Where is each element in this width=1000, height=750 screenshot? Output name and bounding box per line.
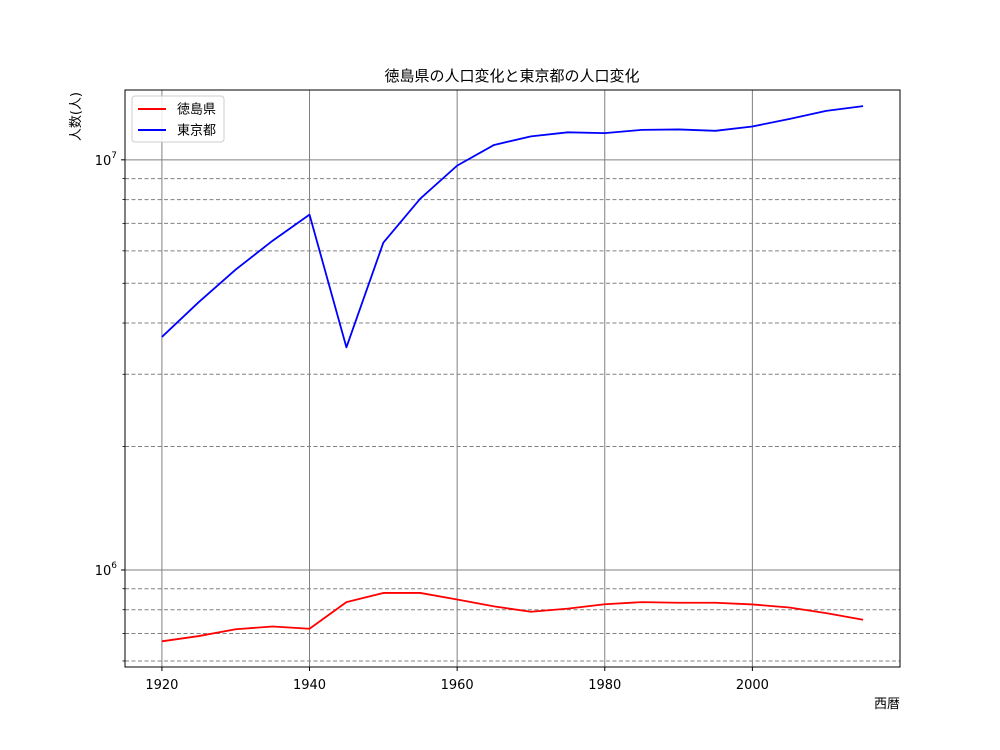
y-axis-ticks: 106 107 (95, 151, 125, 661)
y-tick-exponent: 7 (111, 151, 117, 161)
series-line-tokyo (162, 106, 863, 347)
major-gridlines (125, 90, 900, 667)
y-tick-label: 107 (95, 151, 117, 169)
x-tick-label: 1920 (145, 678, 178, 693)
x-tick-label: 1960 (441, 678, 474, 693)
series-layer (162, 106, 863, 641)
y-tick-exponent: 6 (111, 561, 117, 571)
legend: 徳島県 東京都 (132, 96, 224, 142)
plot-frame (125, 90, 900, 667)
x-axis-label: 西暦 (874, 697, 900, 712)
minor-gridlines (125, 179, 900, 661)
x-axis-ticks: 1920 1940 1960 1980 2000 (145, 667, 769, 693)
legend-label-tokushima: 徳島県 (177, 103, 216, 118)
x-tick-label: 2000 (736, 678, 769, 693)
x-tick-label: 1980 (588, 678, 621, 693)
y-axis-label: 人数(人) (69, 92, 84, 141)
series-line-tokushima (162, 593, 863, 641)
x-tick-label: 1940 (293, 678, 326, 693)
legend-label-tokyo: 東京都 (177, 123, 216, 139)
chart-title: 徳島県の人口変化と東京都の人口変化 (384, 67, 639, 85)
y-tick-label: 106 (95, 561, 118, 579)
